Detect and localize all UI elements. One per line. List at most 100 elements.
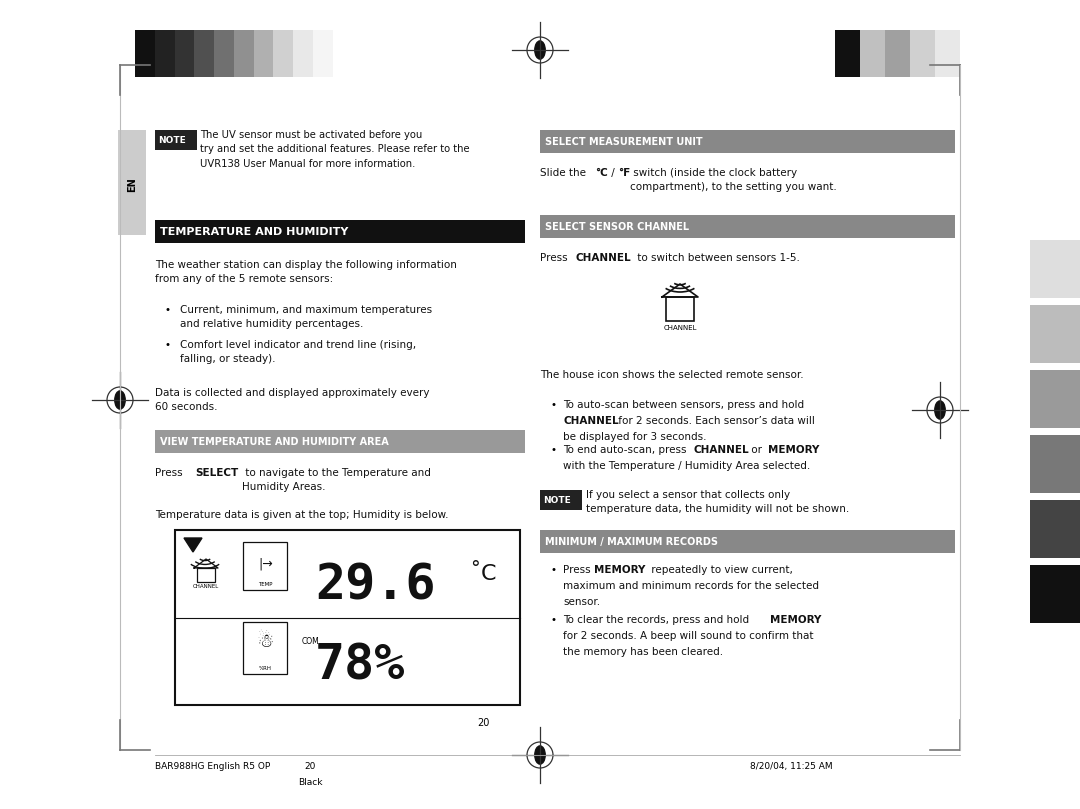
Text: for 2 seconds. A beep will sound to confirm that: for 2 seconds. A beep will sound to conf… bbox=[563, 631, 813, 641]
Bar bbox=[352, 30, 372, 77]
Bar bbox=[935, 30, 960, 77]
Text: If you select a sensor that collects only
temperature data, the humidity will no: If you select a sensor that collects onl… bbox=[586, 490, 849, 515]
Text: for 2 seconds. Each sensor’s data will: for 2 seconds. Each sensor’s data will bbox=[615, 416, 815, 426]
Text: Press: Press bbox=[156, 468, 186, 478]
Text: switch (inside the clock battery
compartment), to the setting you want.: switch (inside the clock battery compart… bbox=[630, 168, 837, 193]
Bar bbox=[540, 490, 582, 510]
Text: NOTE: NOTE bbox=[158, 135, 186, 145]
Bar bbox=[313, 30, 333, 77]
Bar bbox=[156, 130, 197, 150]
Text: ☃: ☃ bbox=[256, 632, 273, 651]
Polygon shape bbox=[184, 538, 202, 552]
Text: /: / bbox=[608, 168, 618, 178]
Bar bbox=[243, 621, 287, 674]
Bar bbox=[175, 530, 519, 705]
Text: repeatedly to view current,: repeatedly to view current, bbox=[648, 565, 793, 575]
Text: be displayed for 3 seconds.: be displayed for 3 seconds. bbox=[563, 432, 706, 442]
Bar bbox=[810, 30, 835, 77]
Bar bbox=[1030, 500, 1080, 558]
Text: Black: Black bbox=[298, 778, 322, 787]
Ellipse shape bbox=[114, 391, 125, 409]
Bar bbox=[710, 30, 735, 77]
Text: CHANNEL: CHANNEL bbox=[575, 253, 631, 263]
Bar bbox=[156, 430, 525, 453]
Text: MINIMUM / MAXIMUM RECORDS: MINIMUM / MAXIMUM RECORDS bbox=[545, 537, 718, 547]
Text: C: C bbox=[481, 564, 497, 584]
Bar bbox=[293, 30, 313, 77]
Bar bbox=[666, 297, 694, 321]
Bar bbox=[1030, 305, 1080, 363]
Bar bbox=[135, 30, 154, 77]
Bar bbox=[333, 30, 352, 77]
Text: sensor.: sensor. bbox=[563, 597, 600, 607]
Text: •: • bbox=[550, 615, 556, 625]
Text: •: • bbox=[550, 565, 556, 575]
Text: CHANNEL: CHANNEL bbox=[663, 325, 697, 331]
Bar bbox=[635, 30, 660, 77]
Text: 29.6: 29.6 bbox=[315, 561, 435, 609]
Text: to switch between sensors 1-5.: to switch between sensors 1-5. bbox=[634, 253, 800, 263]
Bar bbox=[233, 30, 254, 77]
Bar bbox=[660, 30, 685, 77]
Text: CHANNEL: CHANNEL bbox=[193, 584, 219, 589]
Text: Data is collected and displayed approximately every
60 seconds.: Data is collected and displayed approxim… bbox=[156, 388, 430, 413]
Text: the memory has been cleared.: the memory has been cleared. bbox=[563, 647, 724, 657]
Bar bbox=[835, 30, 860, 77]
Text: Temperature data is given at the top; Humidity is below.: Temperature data is given at the top; Hu… bbox=[156, 510, 448, 520]
Text: MEMORY: MEMORY bbox=[594, 565, 646, 575]
Bar bbox=[214, 30, 233, 77]
Bar bbox=[1030, 370, 1080, 428]
Text: To auto-scan between sensors, press and hold: To auto-scan between sensors, press and … bbox=[563, 400, 805, 410]
Text: Comfort level indicator and trend line (rising,
falling, or steady).: Comfort level indicator and trend line (… bbox=[180, 340, 416, 364]
Bar bbox=[1030, 175, 1080, 233]
Bar bbox=[1030, 565, 1080, 623]
Bar bbox=[1030, 240, 1080, 298]
Text: The UV sensor must be activated before you
try and set the additional features. : The UV sensor must be activated before y… bbox=[200, 130, 470, 169]
Text: TEMP: TEMP bbox=[258, 582, 272, 587]
Bar bbox=[273, 30, 293, 77]
Text: BAR988HG English R5 OP: BAR988HG English R5 OP bbox=[156, 762, 270, 771]
Text: Slide the: Slide the bbox=[540, 168, 590, 178]
Text: MEMORY: MEMORY bbox=[768, 445, 820, 455]
Text: Press: Press bbox=[563, 565, 594, 575]
Text: NOTE: NOTE bbox=[543, 495, 570, 505]
Ellipse shape bbox=[935, 401, 945, 419]
Bar bbox=[1030, 435, 1080, 493]
Bar bbox=[156, 220, 525, 243]
Text: MEMORY: MEMORY bbox=[770, 615, 822, 625]
Text: CHANNEL: CHANNEL bbox=[694, 445, 750, 455]
Text: with the Temperature / Humidity Area selected.: with the Temperature / Humidity Area sel… bbox=[563, 461, 810, 471]
Bar bbox=[610, 30, 635, 77]
Text: °F: °F bbox=[618, 168, 631, 178]
Text: COM: COM bbox=[302, 637, 320, 646]
Bar bbox=[154, 30, 175, 77]
Text: •: • bbox=[165, 305, 171, 315]
Text: The weather station can display the following information
from any of the 5 remo: The weather station can display the foll… bbox=[156, 260, 457, 285]
Text: |→: |→ bbox=[258, 557, 273, 570]
Text: maximum and minimum records for the selected: maximum and minimum records for the sele… bbox=[563, 581, 819, 591]
Bar bbox=[685, 30, 710, 77]
Text: SELECT SENSOR CHANNEL: SELECT SENSOR CHANNEL bbox=[545, 222, 689, 232]
Bar bbox=[760, 30, 785, 77]
Text: The house icon shows the selected remote sensor.: The house icon shows the selected remote… bbox=[540, 370, 804, 380]
Bar bbox=[197, 568, 215, 582]
Text: 20: 20 bbox=[477, 718, 490, 728]
Bar bbox=[910, 30, 935, 77]
Bar bbox=[540, 215, 955, 238]
Bar bbox=[785, 30, 810, 77]
Text: •: • bbox=[550, 445, 556, 455]
Text: °: ° bbox=[470, 558, 480, 578]
Text: SELECT: SELECT bbox=[195, 468, 239, 478]
Bar bbox=[540, 530, 955, 553]
Text: °C: °C bbox=[595, 168, 608, 178]
Text: •: • bbox=[550, 400, 556, 410]
Text: CHANNEL: CHANNEL bbox=[563, 416, 619, 426]
Text: 8/20/04, 11:25 AM: 8/20/04, 11:25 AM bbox=[750, 762, 833, 771]
Text: %RH: %RH bbox=[258, 666, 271, 671]
Bar bbox=[254, 30, 273, 77]
Bar bbox=[860, 30, 885, 77]
Bar bbox=[885, 30, 910, 77]
Text: Press: Press bbox=[540, 253, 571, 263]
Text: or: or bbox=[748, 445, 766, 455]
Text: 78%: 78% bbox=[315, 642, 405, 689]
